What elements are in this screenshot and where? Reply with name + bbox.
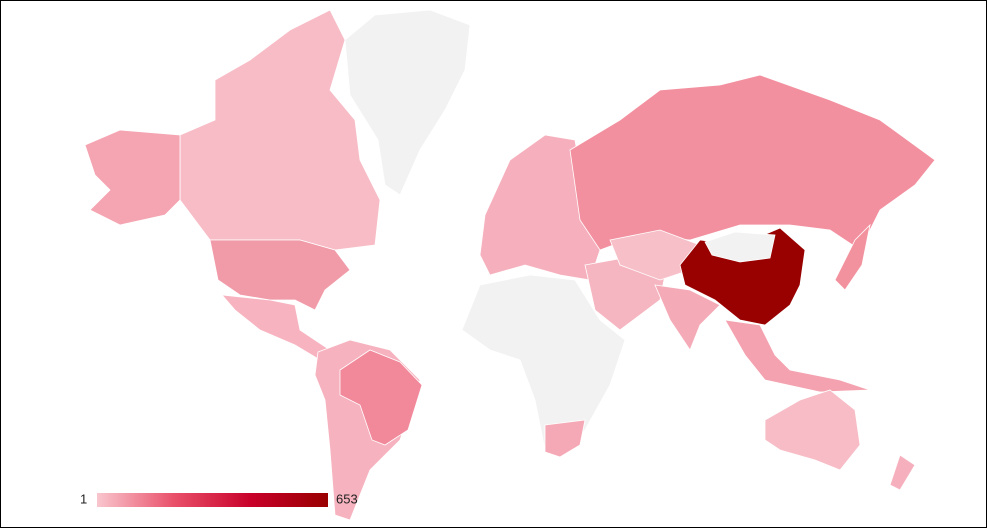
country: [339, 349, 423, 446]
country: [544, 419, 586, 458]
country: [84, 129, 181, 226]
country: [654, 284, 721, 351]
legend-max: 653: [336, 491, 358, 506]
country: [209, 239, 351, 311]
country: [704, 231, 776, 263]
countries: [84, 9, 936, 521]
country: [344, 9, 471, 196]
legend-bar: [97, 493, 328, 507]
legend-min: 1: [80, 491, 87, 506]
country: [764, 389, 861, 471]
country: [889, 454, 916, 491]
country: [834, 223, 871, 291]
country: [724, 319, 871, 393]
